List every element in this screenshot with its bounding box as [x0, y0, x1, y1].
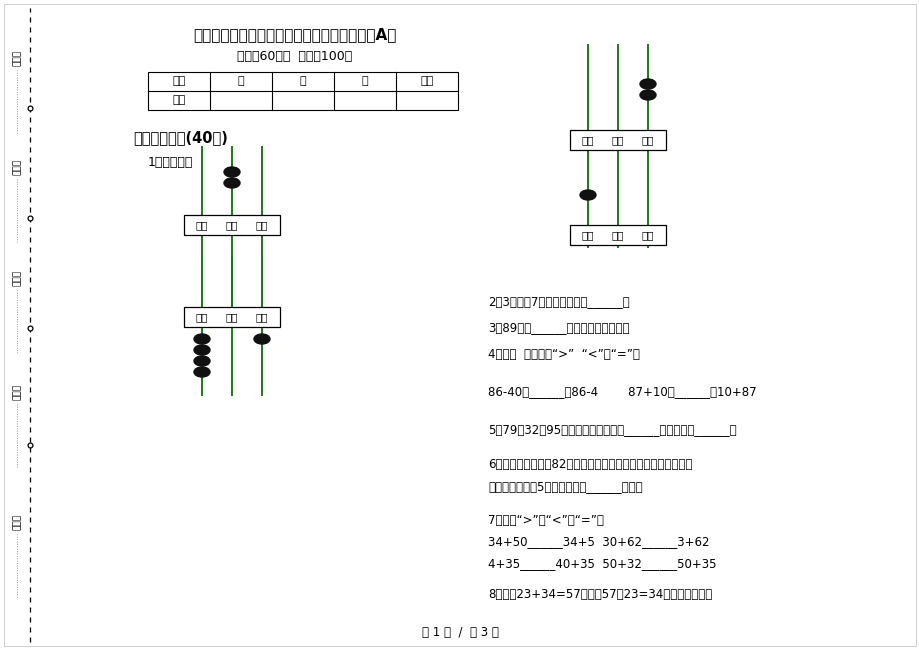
- Text: 一、基础练习(40分): 一、基础练习(40分): [133, 131, 228, 146]
- Text: 5．79、32、95三个数中，最大的是______，最小的是______。: 5．79、32、95三个数中，最大的是______，最小的是______。: [487, 424, 736, 437]
- Ellipse shape: [194, 334, 210, 344]
- Text: 一年级下学期小学数学积累考点期末模拟试卷A卷: 一年级下学期小学数学积累考点期末模拟试卷A卷: [193, 27, 396, 42]
- Text: 时间：60分钟  满分：100分: 时间：60分钟 满分：100分: [237, 51, 352, 64]
- Text: 十位: 十位: [611, 230, 624, 240]
- Text: 个位: 个位: [641, 135, 653, 145]
- Text: 2．3个十、7个一组成的数是______。: 2．3个十、7个一组成的数是______。: [487, 296, 629, 309]
- Text: 题号: 题号: [172, 77, 186, 86]
- Ellipse shape: [640, 90, 655, 100]
- Text: 考场：: 考场：: [13, 159, 21, 175]
- Text: 8．因为23+34=57，所以57－23=34。（判断对错）: 8．因为23+34=57，所以57－23=34。（判断对错）: [487, 588, 711, 601]
- Text: 十位: 十位: [225, 220, 238, 230]
- Ellipse shape: [194, 356, 210, 366]
- Ellipse shape: [223, 178, 240, 188]
- Bar: [184, 307, 279, 327]
- Text: 考号：: 考号：: [13, 50, 21, 66]
- Bar: [184, 215, 279, 235]
- Text: 得的花比小宁少5朵，小齐得了______朵花。: 得的花比小宁少5朵，小齐得了______朵花。: [487, 480, 642, 493]
- Text: 1．看图写数: 1．看图写数: [148, 155, 193, 168]
- Text: 百位: 百位: [581, 230, 594, 240]
- Ellipse shape: [223, 167, 240, 177]
- Text: 4．在（  ）里填上“>”  “<”或“=”。: 4．在（ ）里填上“>” “<”或“=”。: [487, 348, 640, 361]
- Text: 二: 二: [300, 77, 306, 86]
- Text: 姓名：: 姓名：: [13, 270, 21, 286]
- Text: 得分: 得分: [172, 96, 186, 105]
- Text: 86-40（______）86-4        87+10（______）10+87: 86-40（______）86-4 87+10（______）10+87: [487, 385, 755, 398]
- Bar: [570, 130, 665, 150]
- Text: 3．89再加______就是最大的两位数。: 3．89再加______就是最大的两位数。: [487, 322, 629, 335]
- Text: 个位: 个位: [641, 230, 653, 240]
- Text: 十位: 十位: [225, 312, 238, 322]
- Text: 三: 三: [361, 77, 368, 86]
- Text: 第 1 页  /  共 3 页: 第 1 页 / 共 3 页: [421, 625, 498, 638]
- Text: 学校：: 学校：: [13, 514, 21, 530]
- Text: 6．本学期小宁得了82朵花，是班里的第一名，小齐是第二名，: 6．本学期小宁得了82朵花，是班里的第一名，小齐是第二名，: [487, 458, 692, 471]
- Text: 总分: 总分: [420, 77, 433, 86]
- Ellipse shape: [579, 190, 596, 200]
- Text: 个位: 个位: [255, 220, 268, 230]
- Bar: [570, 225, 665, 245]
- Text: 百位: 百位: [196, 220, 208, 230]
- Text: 百位: 百位: [196, 312, 208, 322]
- Ellipse shape: [194, 367, 210, 377]
- Text: 十位: 十位: [611, 135, 624, 145]
- Text: 个位: 个位: [255, 312, 268, 322]
- Ellipse shape: [640, 79, 655, 89]
- Text: 一: 一: [237, 77, 244, 86]
- Text: 百位: 百位: [581, 135, 594, 145]
- Ellipse shape: [254, 334, 269, 344]
- Text: 4+35______40+35  50+32______50+35: 4+35______40+35 50+32______50+35: [487, 558, 716, 571]
- Ellipse shape: [194, 345, 210, 355]
- Text: 7．填上“>”、“<”或“=”。: 7．填上“>”、“<”或“=”。: [487, 514, 603, 526]
- Text: 34+50______34+5  30+62______3+62: 34+50______34+5 30+62______3+62: [487, 536, 709, 549]
- Text: 班级：: 班级：: [13, 384, 21, 400]
- Bar: [148, 72, 458, 110]
